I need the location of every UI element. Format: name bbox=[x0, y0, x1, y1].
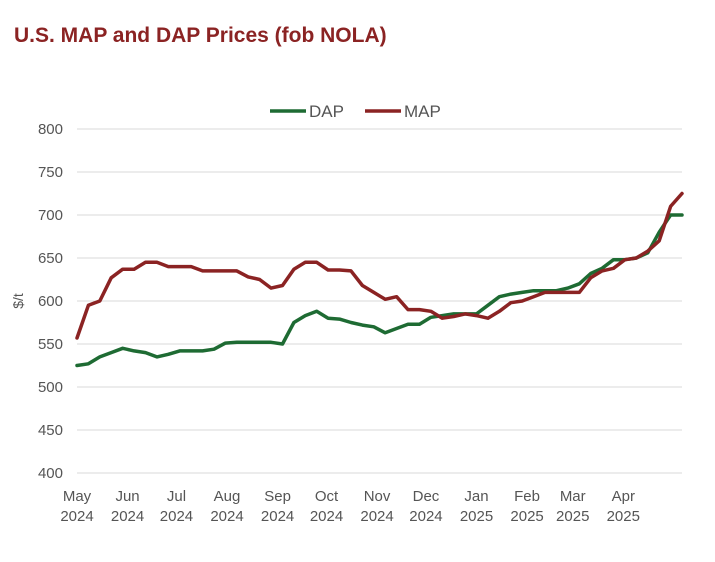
series-line-dap bbox=[75, 213, 684, 368]
y-tick-label: 650 bbox=[38, 250, 63, 267]
y-tick-label: 600 bbox=[38, 293, 63, 310]
grid-lines bbox=[77, 128, 682, 474]
y-tick-label: 750 bbox=[38, 164, 63, 181]
x-tick-month: Jun bbox=[115, 488, 139, 505]
x-tick-month: Apr bbox=[612, 488, 635, 505]
x-tick-month: Jul bbox=[167, 488, 186, 505]
y-tick-label: 450 bbox=[38, 422, 63, 439]
x-tick-year: 2025 bbox=[556, 508, 589, 525]
x-tick-year: 2024 bbox=[261, 508, 294, 525]
x-tick-month: Sep bbox=[264, 488, 291, 505]
x-tick-month: Dec bbox=[413, 488, 440, 505]
x-tick-year: 2024 bbox=[310, 508, 343, 525]
x-tick-year: 2024 bbox=[360, 508, 393, 525]
y-tick-label: 800 bbox=[38, 121, 63, 138]
y-tick-label: 700 bbox=[38, 207, 63, 224]
series-line-map bbox=[75, 191, 684, 340]
x-tick-month: Oct bbox=[315, 488, 339, 505]
x-tick-year: 2024 bbox=[160, 508, 193, 525]
x-tick-year: 2024 bbox=[409, 508, 442, 525]
y-axis-label: $/t bbox=[10, 293, 26, 309]
x-tick-month: May bbox=[63, 488, 92, 505]
x-tick-year: 2024 bbox=[60, 508, 93, 525]
x-tick-month: Aug bbox=[214, 488, 241, 505]
x-tick-year: 2024 bbox=[111, 508, 144, 525]
y-axis-ticks: 400 450 500 550 600 650 700 750 800 bbox=[38, 121, 63, 482]
chart-title: U.S. MAP and DAP Prices (fob NOLA) bbox=[14, 24, 387, 47]
x-tick-year: 2025 bbox=[510, 508, 543, 525]
y-tick-label: 400 bbox=[38, 465, 63, 482]
x-tick-year: 2025 bbox=[460, 508, 493, 525]
legend-label-dap: DAP bbox=[309, 102, 344, 121]
legend-label-map: MAP bbox=[404, 102, 441, 121]
x-tick-year: 2024 bbox=[210, 508, 243, 525]
x-tick-month: Jan bbox=[464, 488, 488, 505]
x-axis-ticks: May 2024 Jun 2024 Jul 2024 Aug 2024 Sep 2024 Oct 20… bbox=[60, 488, 640, 525]
x-tick-month: Mar bbox=[560, 488, 586, 505]
y-tick-label: 500 bbox=[38, 379, 63, 396]
series-lines bbox=[75, 191, 684, 368]
x-tick-month: Nov bbox=[364, 488, 391, 505]
legend: DAP MAP bbox=[270, 102, 441, 121]
x-tick-year: 2025 bbox=[607, 508, 640, 525]
y-tick-label: 550 bbox=[38, 336, 63, 353]
x-tick-month: Feb bbox=[514, 488, 540, 505]
